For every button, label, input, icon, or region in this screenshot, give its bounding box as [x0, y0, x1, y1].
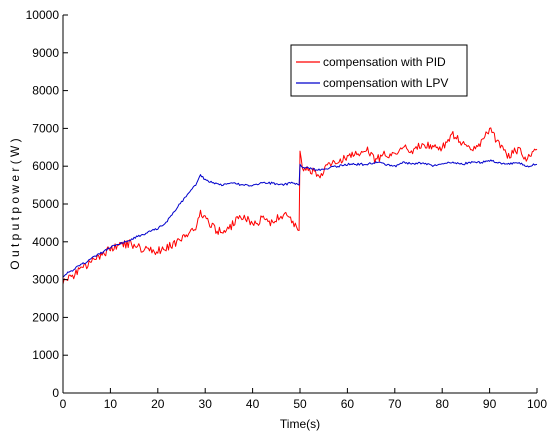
legend: compensation with PID compensation with …: [290, 44, 468, 97]
y-tick-label: 9000: [32, 46, 59, 60]
legend-box: [290, 44, 468, 97]
x-tick-label: 10: [104, 397, 118, 411]
x-tick-label: 90: [483, 397, 497, 411]
y-tick-label: 4000: [32, 235, 59, 249]
series-line-pid: [62, 127, 538, 285]
x-tick-label: 100: [527, 397, 547, 411]
x-tick-label: 40: [246, 397, 260, 411]
y-axis-label: O u t p u t p o w e r ( W ): [8, 138, 22, 269]
legend-label-lpv: compensation with LPV: [323, 76, 448, 90]
x-tick-label: 70: [388, 397, 402, 411]
legend-label-pid: compensation with PID: [323, 55, 446, 69]
x-tick-label: 20: [151, 397, 165, 411]
series-line-lpv: [62, 159, 538, 278]
y-tick-label: 6000: [32, 159, 59, 173]
y-tick-label: 2000: [32, 310, 59, 324]
plot-area: [62, 127, 538, 285]
y-tick-label: 7000: [32, 121, 59, 135]
x-axis: 0 10 20 30 40 50 60 70 80 90 100: [60, 388, 547, 411]
x-tick-label: 50: [293, 397, 307, 411]
y-tick-label: 1000: [32, 348, 59, 362]
y-tick-label: 10000: [26, 8, 60, 22]
x-tick-label: 60: [341, 397, 355, 411]
x-axis-label: Time(s): [280, 417, 320, 431]
y-tick-label: 8000: [32, 84, 59, 98]
y-tick-label: 0: [52, 386, 59, 400]
x-tick-label: 80: [436, 397, 450, 411]
y-tick-label: 5000: [32, 197, 59, 211]
y-axis: 0 1000 2000 3000 4000 5000 6000 7000 8000 9000 100…: [26, 8, 68, 400]
x-tick-label: 0: [60, 397, 67, 411]
x-tick-label: 30: [199, 397, 213, 411]
y-tick-label: 3000: [32, 273, 59, 287]
